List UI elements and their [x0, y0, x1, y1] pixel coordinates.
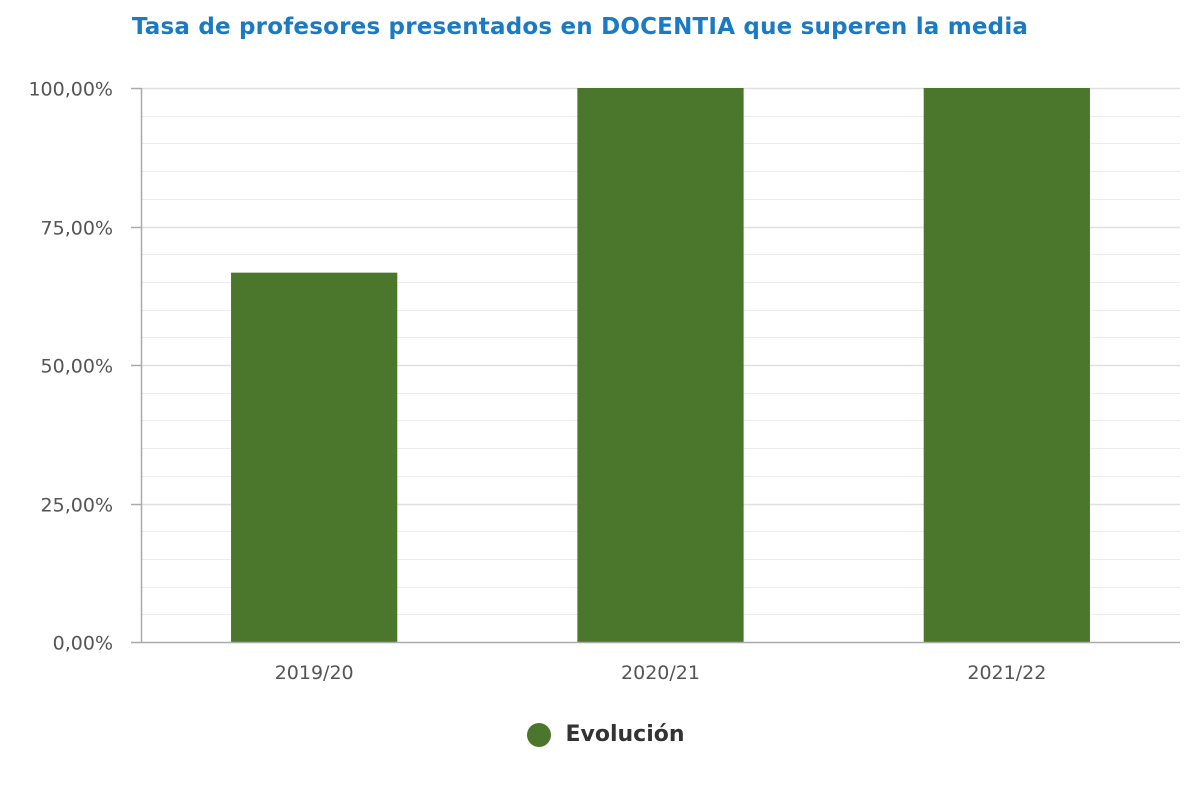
bar-2019-20: [231, 272, 398, 642]
x-tick-label: 2021/22: [967, 662, 1046, 684]
bar-2021-22: [923, 88, 1090, 642]
y-tick-label: 75,00%: [41, 218, 113, 240]
legend: Evolución: [0, 722, 1200, 747]
x-tick-label: 2019/20: [275, 662, 354, 684]
bars: [231, 88, 1090, 642]
y-tick-label: 100,00%: [28, 79, 113, 101]
bar-2020-21: [577, 88, 744, 642]
legend-item-evolucion[interactable]: Evolución: [527, 722, 685, 747]
tick-labels: 2019/20 2020/21 2021/22 0,00% 25,00% 50,00% 75…: [28, 79, 1046, 685]
legend-label: Evolución: [565, 722, 685, 747]
y-tick-label: 50,00%: [41, 356, 113, 378]
axes: [131, 87, 1180, 644]
y-tick-label: 25,00%: [41, 495, 113, 517]
y-tick-label: 0,00%: [53, 633, 113, 655]
x-tick-label: 2020/21: [621, 662, 700, 684]
legend-swatch-icon: [527, 722, 552, 747]
chart-title: Tasa de profesores presentados en DOCENT…: [131, 14, 1029, 40]
